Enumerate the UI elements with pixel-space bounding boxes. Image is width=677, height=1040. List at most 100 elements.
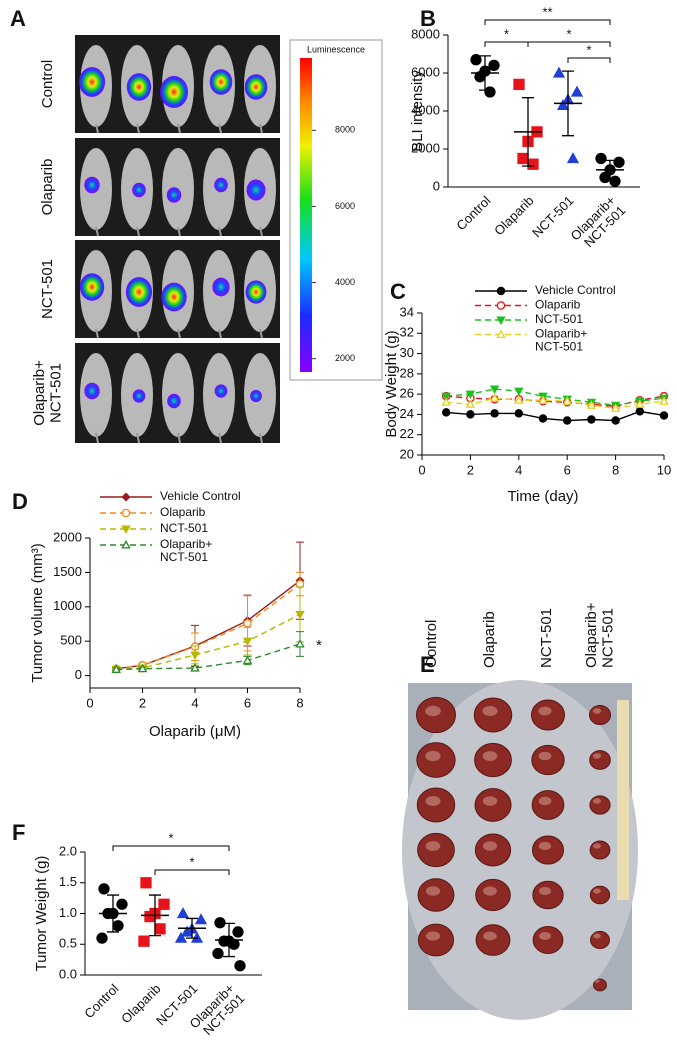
colorbar-tick-label: 2000: [335, 353, 355, 363]
panel-letter: B: [420, 6, 436, 31]
signal: [125, 277, 153, 307]
signal: [79, 273, 105, 301]
signal: [214, 177, 228, 193]
tumor: [531, 699, 565, 731]
tumor: [589, 750, 611, 770]
panel-letter: A: [10, 6, 26, 31]
y-axis-label: BLI intensity: [409, 70, 426, 152]
tumor-highlight: [592, 708, 602, 714]
column-label: Control: [423, 620, 440, 668]
tumor: [531, 835, 565, 865]
y-tick-label: 0.5: [59, 936, 77, 951]
data-point: [180, 925, 194, 937]
legend-label: Olaparib: [535, 298, 581, 312]
data-point: [116, 898, 128, 910]
legend-label: Olaparib+ NCT-501: [160, 537, 212, 564]
x-tick-label: 10: [657, 462, 671, 477]
y-tick-label: 500: [60, 633, 82, 648]
series-line: [116, 583, 301, 670]
data-point: [295, 639, 305, 648]
data-point: [513, 78, 525, 91]
mouse: [162, 353, 194, 437]
row-label: Olaparib: [39, 159, 56, 216]
data-point: [562, 416, 572, 425]
tumor-highlight: [425, 705, 441, 717]
legend-label: Olaparib+ NCT-501: [535, 327, 587, 354]
series-line: [116, 613, 301, 671]
y-tick-label: 24: [400, 406, 414, 421]
signal: [161, 282, 187, 312]
y-axis-label: Tumor Weight (g): [33, 856, 50, 972]
tail: [259, 328, 263, 339]
tumor-highlight: [483, 931, 497, 941]
signal: [244, 74, 268, 100]
data-point: [514, 409, 524, 418]
colorbar-tick-label: 8000: [335, 125, 355, 135]
significance-label: *: [504, 26, 509, 41]
tumor-highlight: [482, 841, 498, 851]
signal: [126, 73, 152, 101]
colorbar-tick-label: 4000: [335, 277, 355, 287]
y-axis-label: Tumor volume (mm³): [29, 543, 46, 682]
tumor: [532, 880, 564, 910]
series-line: [446, 410, 665, 422]
legend-label: Vehicle Control: [535, 283, 616, 297]
panel-letter: D: [12, 489, 28, 514]
tail: [136, 226, 140, 237]
tumor: [532, 926, 564, 954]
tail: [259, 226, 263, 237]
annotation: *: [316, 637, 322, 654]
signal: [245, 280, 267, 304]
data-point: [556, 98, 570, 110]
x-tick-label: 6: [564, 462, 571, 477]
x-axis-label: Time (day): [507, 488, 578, 505]
x-tick-label: 0: [418, 462, 425, 477]
signal: [167, 393, 181, 409]
significance-bracket: [527, 41, 611, 47]
tumor-highlight: [592, 798, 602, 804]
data-point: [595, 152, 607, 165]
significance-bracket: [154, 869, 230, 875]
data-point: [154, 923, 166, 935]
y-tick-label: 0: [75, 667, 82, 682]
tail: [218, 226, 222, 237]
tail: [218, 123, 222, 134]
error-bar: [522, 97, 534, 167]
signal: [214, 384, 228, 398]
y-tick-label: 32: [400, 325, 414, 340]
tail: [95, 328, 99, 339]
y-tick-label: 1000: [53, 598, 82, 613]
x-tick-label: 2: [139, 695, 146, 710]
panel-letter: F: [12, 820, 25, 845]
y-tick-label: 1.0: [59, 905, 77, 920]
data-point: [489, 385, 500, 395]
tail: [136, 328, 140, 339]
tail: [259, 432, 263, 444]
y-tick-label: 0: [433, 178, 440, 193]
data-point: [635, 399, 645, 408]
data-point: [112, 920, 124, 932]
data-point: [218, 935, 230, 947]
x-tick-label: Control: [453, 193, 493, 233]
signal: [212, 277, 230, 297]
data-point: [562, 396, 572, 405]
series-line: [446, 397, 665, 410]
tail: [218, 328, 222, 339]
colorbar: [300, 58, 312, 372]
column-label: Olaparib+NCT-501: [583, 602, 617, 668]
y-tick-label: 1500: [53, 564, 82, 579]
data-point: [586, 400, 597, 409]
data-point: [98, 883, 110, 895]
signal: [84, 176, 100, 194]
legend-marker: [121, 540, 131, 549]
tail: [95, 432, 99, 444]
tumor-highlight: [538, 751, 552, 761]
tumor-highlight: [593, 933, 601, 939]
y-tick-label: 28: [400, 365, 414, 380]
tumor-highlight: [482, 751, 498, 761]
significance-label: *: [168, 830, 173, 845]
data-point: [174, 931, 188, 943]
data-point: [552, 66, 566, 78]
row-label: Control: [39, 60, 56, 108]
